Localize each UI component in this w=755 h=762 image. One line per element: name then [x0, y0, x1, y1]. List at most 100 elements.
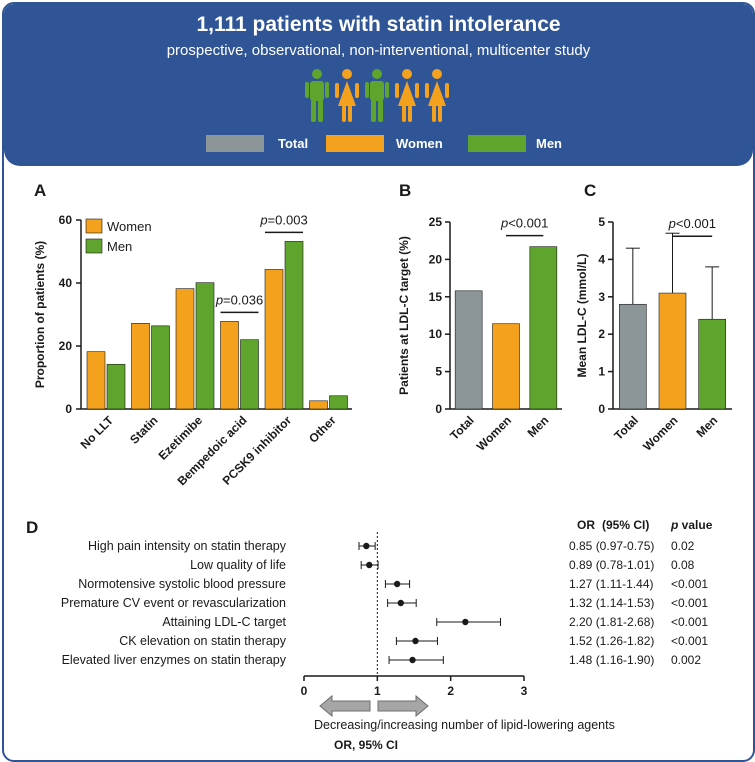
panel-d-or-point: [366, 561, 373, 569]
panel-d-p-text: 0.02: [671, 539, 695, 553]
panel-b-bar-total: [454, 290, 483, 410]
panel-a-bar-women: [175, 288, 195, 410]
panel-c-category-label: Total: [611, 413, 641, 443]
panel-c-ytick-label: 4: [598, 252, 605, 266]
panel-a-category-label: No LLT: [78, 413, 117, 452]
legend-swatch-women: [326, 135, 384, 152]
panel-d-xlabel: OR, 95% CI: [334, 738, 398, 752]
panel-c-bar-men: [698, 318, 726, 410]
man-figure-icon: [365, 69, 389, 122]
panel-d-or-point: [409, 656, 416, 664]
panel-d-or-point: [412, 637, 419, 645]
panel-b-ytick-label: 15: [429, 290, 443, 304]
panel-c-ytick-label: 2: [598, 327, 605, 341]
panel-d-or-point: [397, 599, 404, 607]
legend-label-women: Women: [396, 136, 443, 151]
woman-figure-icon: [395, 69, 419, 122]
legend-label-men: Men: [536, 136, 562, 151]
panel-d-or-text: 1.48 (1.16-1.90): [569, 653, 654, 667]
panel-a-bar-men: [240, 339, 259, 410]
panel-b-p-value: p<0.001: [500, 216, 548, 231]
panel-b-category-label: Total: [447, 413, 477, 443]
panel-b-category-label: Women: [474, 413, 514, 453]
legend-label-total: Total: [278, 136, 309, 151]
panel-b-category-label: Men: [525, 413, 552, 440]
panel-a-ytick-label: 0: [65, 402, 72, 416]
panel-c-category-label: Women: [640, 413, 680, 453]
panel-b-ytick-label: 0: [435, 402, 442, 416]
panel-c-ytick-label: 5: [598, 215, 605, 229]
panel-d-or-point: [363, 542, 370, 550]
panel-a-legend-label: Women: [107, 219, 152, 234]
panel-a-bar-men: [106, 363, 126, 410]
panel-c-label: C: [584, 181, 596, 200]
panel-d-or-text: 1.52 (1.26-1.82): [569, 634, 654, 648]
panel-c-ytick-label: 1: [598, 365, 605, 379]
left-arrow-icon: [319, 694, 371, 718]
woman-figure-icon: [335, 69, 359, 122]
legend-swatch-total: [206, 135, 264, 152]
panel-a-ytick-label: 40: [59, 276, 73, 290]
panel-a-bar-men: [329, 395, 348, 410]
panel-d-row-label: Premature CV event or revascularization: [61, 596, 286, 610]
panel-d-or-text: 0.89 (0.78-1.01): [569, 558, 654, 572]
panel-d-or-point: [462, 618, 469, 626]
panel-a-ylabel: Proportion of patients (%): [33, 241, 47, 388]
panel-b-ytick-label: 10: [429, 327, 443, 341]
panel-a-p-value: p=0.003: [259, 212, 307, 227]
panel-d-header-or: OR: [577, 518, 595, 532]
panel-d-p-text: 0.002: [671, 653, 701, 667]
panel-d-arrow-caption: Decreasing/increasing number of lipid-lo…: [314, 718, 615, 732]
woman-figure-icon: [425, 69, 449, 122]
people-icons: [304, 68, 454, 128]
panel-d-p-text: 0.08: [671, 558, 695, 572]
panel-c-category-label: Men: [693, 413, 720, 440]
panel-b-bar-men: [529, 246, 558, 410]
panel-a-bar-women: [220, 321, 239, 410]
panel-d-p-text: <0.001: [671, 615, 708, 629]
panel-c-ytick-label: 0: [598, 402, 605, 416]
panel-a-category-label: Other: [306, 413, 339, 446]
panel-b-ytick-label: 5: [435, 365, 442, 379]
panel-d-p-text: <0.001: [671, 596, 708, 610]
panel-d-or-text: 2.20 (1.81-2.68): [569, 615, 654, 629]
panel-c-ytick-label: 3: [598, 290, 605, 304]
panel-d-row-label: High pain intensity on statin therapy: [88, 539, 287, 553]
panel-d-p-text: <0.001: [671, 577, 708, 591]
figure-subtitle: prospective, observational, non-interven…: [166, 42, 591, 59]
panel-a-legend-swatch: [85, 238, 103, 254]
panel-c-bar-women: [658, 292, 687, 410]
panel-d-label: D: [26, 518, 38, 537]
panel-a-label: A: [34, 181, 46, 200]
panel-b-ytick-label: 20: [429, 252, 443, 266]
panel-a-bar-men: [195, 282, 215, 410]
panel-d-row-label: Attaining LDL-C target: [162, 615, 286, 629]
panel-a-legend-label: Men: [107, 239, 132, 254]
panel-b-label: B: [399, 181, 411, 200]
panel-d-p-text: <0.001: [671, 634, 708, 648]
panel-d-xtick-label: 1: [374, 684, 381, 698]
panel-a-category-label: Statin: [127, 413, 160, 446]
panel-a-bar-women: [309, 400, 328, 410]
panel-a-bar-women: [131, 323, 150, 410]
panel-b-bar-women: [492, 323, 520, 410]
panel-d-or-point: [393, 580, 401, 588]
panel-d-or-text: 1.27 (1.11-1.44): [569, 577, 654, 591]
panel-d-header-ci: (95% CI): [602, 518, 649, 532]
panel-d-or-text: 1.32 (1.14-1.53): [569, 596, 654, 610]
panel-a-bar-men: [284, 241, 304, 410]
right-arrow-icon: [377, 694, 429, 718]
panel-b-ylabel: Patients at LDL-C target (%): [397, 236, 411, 395]
panel-a-bar-women: [86, 351, 106, 410]
panel-a-ytick-label: 60: [59, 213, 73, 227]
man-figure-icon: [305, 69, 329, 122]
panel-d-header-p: p value: [670, 518, 713, 532]
panel-c-p-value: p<0.001: [668, 216, 716, 231]
panel-a-bar-men: [151, 325, 170, 410]
legend-swatch-men: [468, 135, 526, 152]
panel-d-xtick-label: 0: [301, 684, 308, 698]
panel-d-or-text: 0.85 (0.97-0.75): [569, 539, 654, 553]
figure-title: 1,111 patients with statin intolerance: [196, 13, 561, 36]
panel-d-row-label: Low quality of life: [190, 558, 286, 572]
